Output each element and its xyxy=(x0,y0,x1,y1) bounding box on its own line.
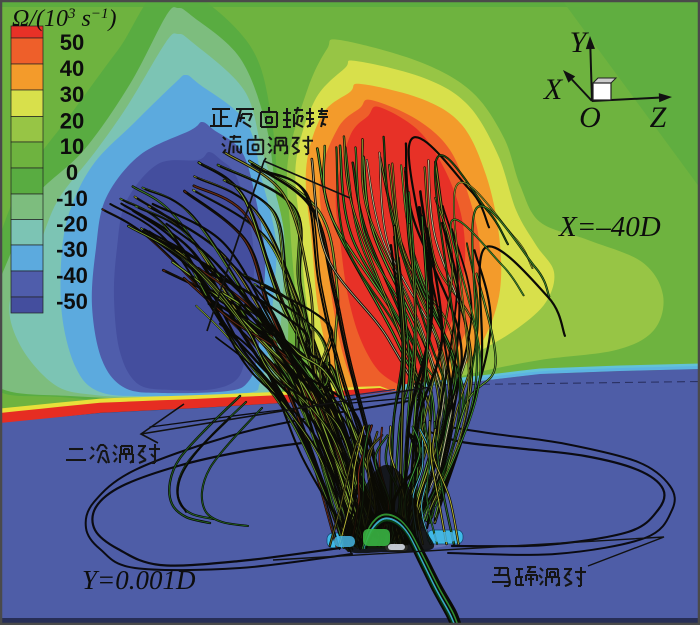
svg-text:30: 30 xyxy=(60,82,84,107)
svg-text:20: 20 xyxy=(60,109,84,134)
svg-text:0: 0 xyxy=(66,160,78,185)
svg-text:10: 10 xyxy=(60,134,84,159)
svg-text:-20: -20 xyxy=(56,212,88,237)
svg-text:Z: Z xyxy=(650,101,667,134)
svg-text:-30: -30 xyxy=(56,237,88,262)
svg-text:X=–40D: X=–40D xyxy=(558,211,661,243)
svg-text:Y: Y xyxy=(570,26,590,59)
svg-text:40: 40 xyxy=(60,56,84,81)
svg-text:-40: -40 xyxy=(56,263,88,288)
svg-text:Y=0.001D: Y=0.001D xyxy=(82,565,196,595)
svg-text:-10: -10 xyxy=(56,186,88,211)
svg-text:O: O xyxy=(579,101,601,134)
svg-text:50: 50 xyxy=(60,30,84,55)
svg-text:-50: -50 xyxy=(56,289,88,314)
svg-text:X: X xyxy=(543,73,564,106)
